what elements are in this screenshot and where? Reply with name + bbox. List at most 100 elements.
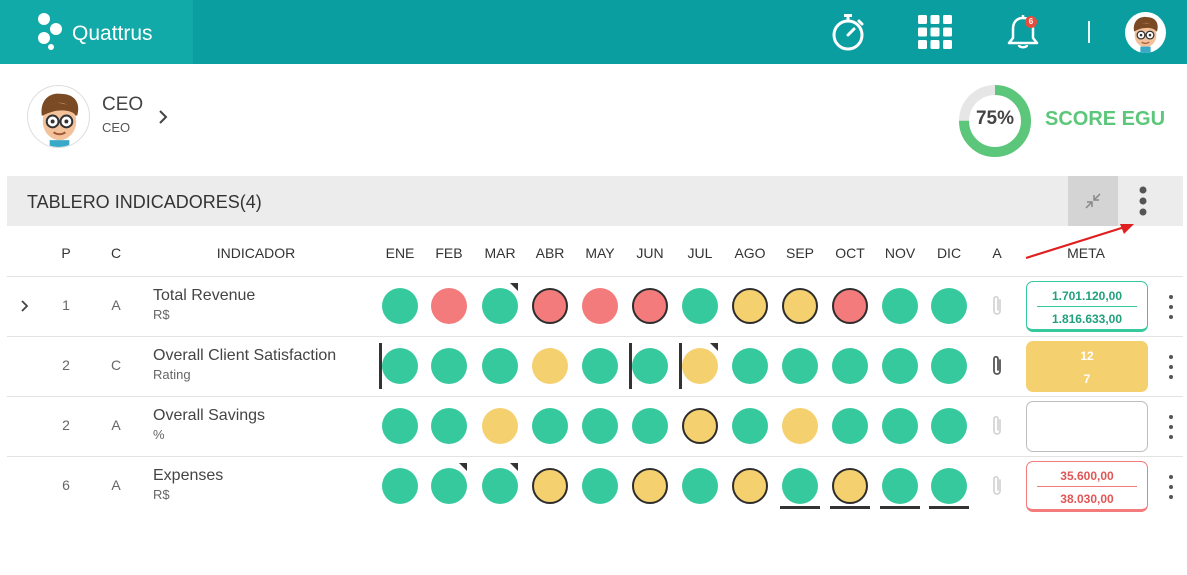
header-month-oct: OCT — [835, 245, 865, 261]
status-dot-jun[interactable] — [632, 408, 668, 444]
notification-count-badge: 6 — [1025, 16, 1037, 28]
status-dot-jul[interactable] — [682, 288, 718, 324]
status-dot-nov[interactable] — [882, 468, 918, 504]
brand[interactable]: Quattrus — [0, 0, 193, 64]
priority-cell: 1 — [62, 297, 70, 313]
category-cell: A — [111, 297, 121, 313]
status-dot-mar[interactable] — [482, 348, 518, 384]
section-menu-button[interactable] — [1128, 184, 1158, 218]
indicator-unit: Rating — [153, 367, 191, 382]
status-dot-sep[interactable] — [782, 408, 818, 444]
status-dot-ene[interactable] — [382, 468, 418, 504]
row-menu-kebab-icon[interactable] — [1166, 355, 1176, 379]
indicator-name[interactable]: Expenses — [153, 467, 224, 484]
apps-grid-icon[interactable] — [915, 10, 955, 54]
expand-row-chevron-icon[interactable] — [20, 299, 30, 313]
attachment-paperclip-icon[interactable] — [990, 474, 1004, 498]
status-dot-may[interactable] — [582, 348, 618, 384]
status-dot-sep[interactable] — [782, 348, 818, 384]
meta-goal-value: 1.701.120,00 — [1051, 289, 1123, 303]
status-dot-nov[interactable] — [882, 408, 918, 444]
status-dot-mar[interactable] — [482, 288, 518, 324]
status-dot-feb[interactable] — [431, 408, 467, 444]
status-dot-ene[interactable] — [382, 348, 418, 384]
status-dot-may[interactable] — [582, 408, 618, 444]
annotation-arrow-icon — [1025, 224, 1134, 260]
period-underline-marker — [929, 506, 969, 509]
status-dot-may[interactable] — [582, 288, 618, 324]
period-start-marker — [379, 343, 382, 389]
status-dot-mar[interactable] — [482, 408, 518, 444]
status-dot-mar[interactable] — [482, 468, 518, 504]
profile-role: CEO — [102, 120, 131, 135]
status-dot-nov[interactable] — [882, 348, 918, 384]
score-ring — [959, 85, 1031, 157]
attachment-paperclip-icon[interactable] — [990, 294, 1004, 318]
meta-target-box[interactable]: 35.600,00 38.030,00 — [1026, 461, 1148, 512]
indicator-name[interactable]: Overall Client Satisfaction — [153, 347, 337, 364]
meta-goal-value: 35.600,00 — [1060, 469, 1114, 483]
meta-target-box[interactable]: 1.701.120,00 1.816.633,00 — [1026, 281, 1148, 332]
notifications-bell-icon[interactable]: 6 — [1003, 10, 1043, 54]
status-dot-feb[interactable] — [431, 468, 467, 504]
chevron-right-icon[interactable] — [157, 108, 169, 126]
status-dot-ago[interactable] — [732, 408, 768, 444]
status-dot-oct[interactable] — [832, 288, 868, 324]
status-dot-ene[interactable] — [382, 288, 418, 324]
status-dot-ago[interactable] — [732, 288, 768, 324]
indicator-name[interactable]: Overall Savings — [153, 407, 266, 424]
meta-target-box[interactable]: 12 7 — [1026, 341, 1148, 392]
attachment-paperclip-icon[interactable] — [990, 354, 1004, 378]
status-dot-jul[interactable] — [682, 468, 718, 504]
status-dot-abr[interactable] — [532, 288, 568, 324]
status-dot-jul[interactable] — [682, 348, 718, 384]
row-menu-kebab-icon[interactable] — [1166, 415, 1176, 439]
meta-actual-value: 38.030,00 — [1060, 492, 1114, 506]
profile-avatar — [27, 85, 90, 148]
status-dot-feb[interactable] — [431, 348, 467, 384]
user-avatar[interactable] — [1125, 12, 1166, 53]
header-month-feb: FEB — [435, 245, 463, 261]
category-cell: A — [111, 417, 121, 433]
status-dot-ene[interactable] — [382, 408, 418, 444]
section-title: TABLERO INDICADORES(4) — [27, 192, 262, 212]
status-dot-dic[interactable] — [931, 408, 967, 444]
status-dot-jun[interactable] — [632, 348, 668, 384]
category-cell: A — [111, 477, 121, 493]
row-menu-kebab-icon[interactable] — [1166, 475, 1176, 499]
status-dot-jun[interactable] — [632, 468, 668, 504]
status-dot-abr[interactable] — [532, 348, 568, 384]
status-dot-oct[interactable] — [832, 348, 868, 384]
status-dot-jul[interactable] — [682, 408, 718, 444]
status-dot-may[interactable] — [582, 468, 618, 504]
status-dot-dic[interactable] — [931, 348, 967, 384]
header-divider-line — [7, 276, 1183, 277]
status-dot-sep[interactable] — [782, 468, 818, 504]
table-header: P C INDICADOR A META ENE FEB MAR ABR MAY JUN J… — [0, 245, 1187, 265]
status-dot-oct[interactable] — [832, 468, 868, 504]
status-dot-oct[interactable] — [832, 408, 868, 444]
avatar-face-icon — [1133, 16, 1158, 53]
meta-actual-value: 7 — [1083, 372, 1091, 386]
status-dot-ago[interactable] — [732, 468, 768, 504]
attachment-paperclip-icon[interactable] — [990, 414, 1004, 438]
header-month-may: MAY — [585, 245, 615, 261]
status-dot-dic[interactable] — [931, 468, 967, 504]
status-dot-abr[interactable] — [532, 468, 568, 504]
meta-target-box[interactable] — [1026, 401, 1148, 452]
status-dot-feb[interactable] — [431, 288, 467, 324]
collapse-arrows-icon — [1085, 193, 1101, 209]
status-dot-sep[interactable] — [782, 288, 818, 324]
row-menu-kebab-icon[interactable] — [1166, 295, 1176, 319]
comment-corner-marker — [510, 463, 518, 471]
indicator-unit: R$ — [153, 307, 170, 322]
status-dot-ago[interactable] — [732, 348, 768, 384]
status-dot-dic[interactable] — [931, 288, 967, 324]
status-dot-jun[interactable] — [632, 288, 668, 324]
collapse-button[interactable] — [1068, 176, 1118, 226]
status-dot-abr[interactable] — [532, 408, 568, 444]
indicator-name[interactable]: Total Revenue — [153, 287, 256, 304]
status-dot-nov[interactable] — [882, 288, 918, 324]
section-header: TABLERO INDICADORES(4) — [7, 176, 1183, 226]
stopwatch-icon[interactable] — [828, 10, 868, 54]
